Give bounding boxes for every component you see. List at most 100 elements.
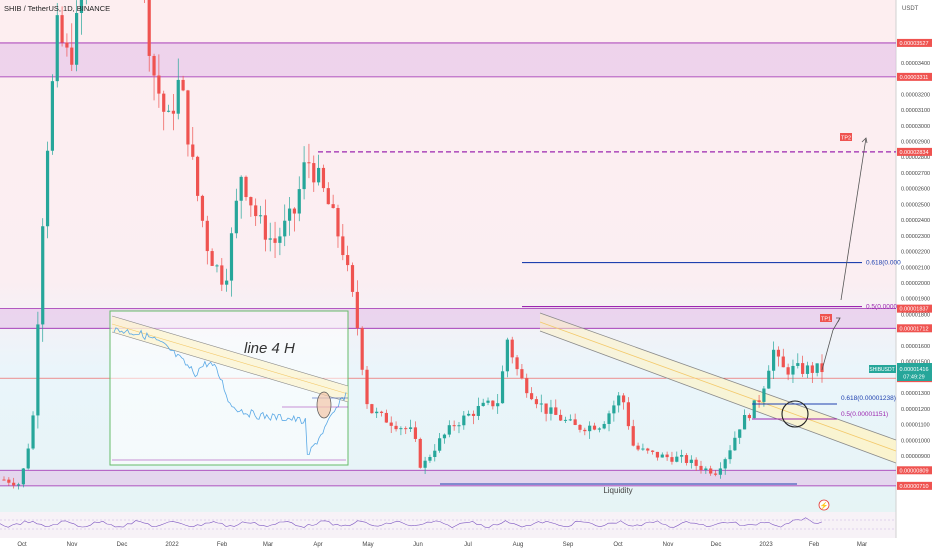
candle (500, 365, 505, 404)
candle (65, 33, 69, 57)
candle-body (326, 188, 330, 205)
candle-body (75, 12, 79, 65)
symbol-tag: SHIBUSDT (869, 367, 894, 373)
inset-price-line (113, 327, 347, 455)
candle-body (801, 363, 805, 374)
candle (742, 409, 747, 430)
candle-body (810, 365, 814, 373)
candle-body (297, 189, 301, 214)
candle-body (670, 457, 674, 462)
candle (815, 363, 819, 377)
candle (612, 400, 616, 422)
candle (626, 397, 630, 430)
small-fib-group: 0.618(0.00001238) 0.5(0.00001151) (752, 395, 896, 428)
lightning-icon[interactable] (818, 499, 830, 511)
candle-body (41, 226, 45, 325)
candle-body (55, 15, 59, 82)
candle (292, 207, 297, 232)
candle-body (757, 400, 761, 402)
y-tick-label: 0.00003400 (901, 61, 930, 67)
candle-body (147, 0, 151, 56)
level-badge (897, 481, 932, 490)
candle-body (394, 425, 398, 430)
current-price-tag: SHIBUSDT 0.00001416 07:49:29 (869, 363, 932, 381)
candle (694, 457, 698, 471)
liquidity-label: Liquidity (603, 486, 632, 495)
candle-body (544, 403, 548, 414)
candle-body (423, 460, 427, 468)
y-tick-label: 0.00002700 (901, 171, 930, 177)
candle-body (500, 371, 505, 404)
y-tick-label: 0.00000900 (901, 454, 930, 460)
candle (394, 421, 398, 432)
candle-body (350, 265, 355, 292)
candle-body (486, 400, 490, 403)
candle (655, 451, 660, 461)
candle (26, 443, 30, 470)
candle (810, 362, 814, 384)
candle-body (355, 291, 359, 329)
candle (220, 258, 224, 292)
candle (45, 141, 50, 239)
candle-body (631, 426, 635, 446)
level-badge-label: 0.00001712 (899, 326, 928, 332)
candle (263, 199, 267, 252)
breakout-circle (781, 400, 809, 428)
candle-body (302, 162, 306, 190)
fib-label-0.618: 0.618(0.000 (866, 260, 901, 267)
y-tick-label: 0.00001900 (901, 297, 930, 303)
candle (205, 215, 209, 265)
candle (680, 449, 684, 463)
candle-body (166, 110, 171, 112)
candle (336, 204, 340, 248)
candle (752, 400, 756, 419)
candle (704, 466, 708, 474)
candle-body (675, 456, 679, 462)
candle-body (234, 200, 238, 234)
candle (457, 421, 461, 434)
candle-body (733, 437, 737, 451)
candle-body (152, 55, 156, 76)
y-tick-label: 0.00002400 (901, 218, 930, 224)
candle (79, 0, 84, 35)
candle (321, 164, 326, 192)
candle-body (249, 197, 253, 206)
candle-body (704, 468, 708, 471)
candle-body (607, 413, 611, 424)
candle (254, 198, 258, 226)
candle (225, 268, 229, 292)
candle-body (738, 429, 742, 438)
current-price-badge (897, 363, 932, 381)
inset-channel-upper (111, 315, 349, 387)
candle (549, 399, 553, 421)
candle (747, 413, 751, 421)
candle (684, 453, 689, 466)
candle (297, 176, 301, 222)
channel-fill (540, 313, 896, 463)
candle (709, 465, 713, 476)
inset-4h-chart: line 4 H (109, 310, 349, 466)
lightning-glyph: ⚡ (820, 501, 829, 510)
candle (733, 431, 737, 452)
candle (597, 427, 601, 433)
candle (331, 194, 335, 209)
candle-body (273, 238, 277, 243)
candle-body (636, 445, 640, 450)
candle-body (549, 407, 553, 414)
candle-body (45, 150, 50, 227)
candle (186, 89, 190, 157)
y-tick-label: 0.00003200 (901, 92, 930, 98)
candle (699, 460, 703, 474)
current-price-label: 0.00001416 (899, 367, 928, 373)
candle (757, 394, 761, 408)
candle (181, 75, 185, 92)
level-badge-label: 0.00001837 (899, 307, 928, 313)
candle-body (510, 339, 514, 358)
level-badge-label: 0.00002834 (899, 150, 928, 156)
candle (166, 104, 171, 113)
candle (317, 154, 321, 186)
candle (350, 262, 355, 297)
candle (563, 416, 568, 424)
candle-body (229, 233, 234, 281)
